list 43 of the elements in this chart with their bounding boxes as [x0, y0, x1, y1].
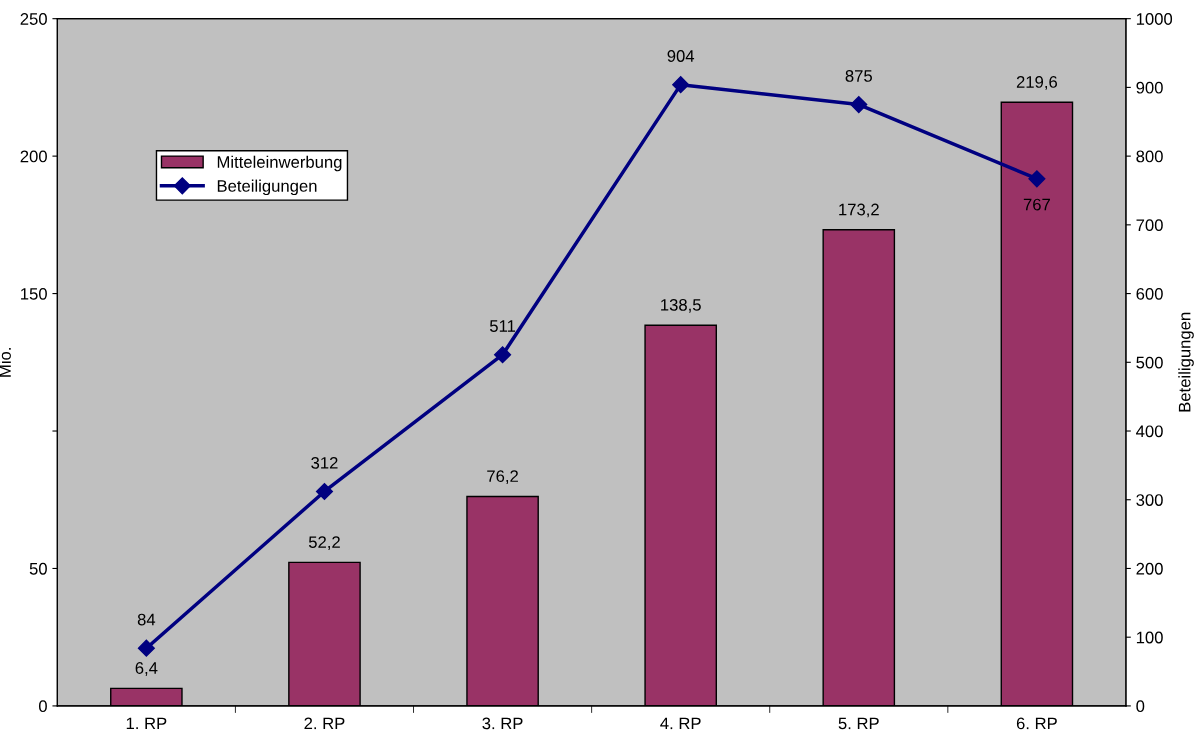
data-label: 312 — [311, 456, 338, 469]
point — [137, 639, 155, 657]
y2-axis-title: Beteiligungen — [1178, 312, 1194, 412]
x-tick-label: 5. RP — [838, 717, 879, 730]
point — [672, 76, 690, 94]
point — [1028, 170, 1046, 188]
x-tick-label: 6. RP — [1016, 717, 1057, 730]
y-tick-label: 50 — [29, 562, 47, 575]
data-label: 52,2 — [308, 536, 340, 550]
x-tick-label: 2. RP — [304, 717, 345, 730]
data-label: 84 — [137, 613, 156, 626]
y-tick-label: 0 — [38, 700, 47, 713]
y2-tick-label: 900 — [1136, 81, 1163, 94]
y2-tick-label: 400 — [1136, 425, 1163, 438]
y-tick-label: 150 — [21, 287, 47, 300]
legend-label: Mitteleinwerbung — [217, 155, 342, 172]
point — [315, 482, 334, 501]
y2-tick-label: 0 — [1136, 700, 1145, 713]
y2-tick-label: 500 — [1136, 356, 1163, 369]
y2-tick-label: 300 — [1136, 494, 1163, 506]
data-label: 138,5 — [661, 298, 701, 313]
y2-tick-label: 700 — [1136, 219, 1163, 232]
y-tick-label: 200 — [20, 150, 47, 163]
x-tick-label: 4. RP — [660, 717, 701, 730]
data-label: 875 — [845, 70, 872, 82]
data-label: 904 — [667, 50, 695, 62]
y2-tick-label: 100 — [1136, 631, 1163, 644]
data-label: 6,4 — [135, 662, 158, 676]
y2-tick-label: 800 — [1136, 150, 1163, 163]
data-label: 76,2 — [487, 470, 518, 485]
x-tick-label: 1. RP — [126, 717, 167, 730]
y2-tick-label: 200 — [1136, 562, 1163, 575]
y2-tick-label: 1000 — [1136, 13, 1173, 25]
x-tick-label: 3. RP — [482, 717, 523, 730]
data-label: 219,6 — [1016, 76, 1058, 90]
point — [494, 346, 512, 364]
y2-tick-label: 600 — [1136, 287, 1163, 300]
data-label: 511 — [489, 320, 516, 332]
point — [850, 96, 868, 114]
data-label: 767 — [1023, 198, 1050, 211]
data-label: 173,2 — [839, 203, 879, 218]
legend-label: Beteiligungen — [217, 179, 317, 196]
y-tick-label: 250 — [20, 13, 47, 25]
